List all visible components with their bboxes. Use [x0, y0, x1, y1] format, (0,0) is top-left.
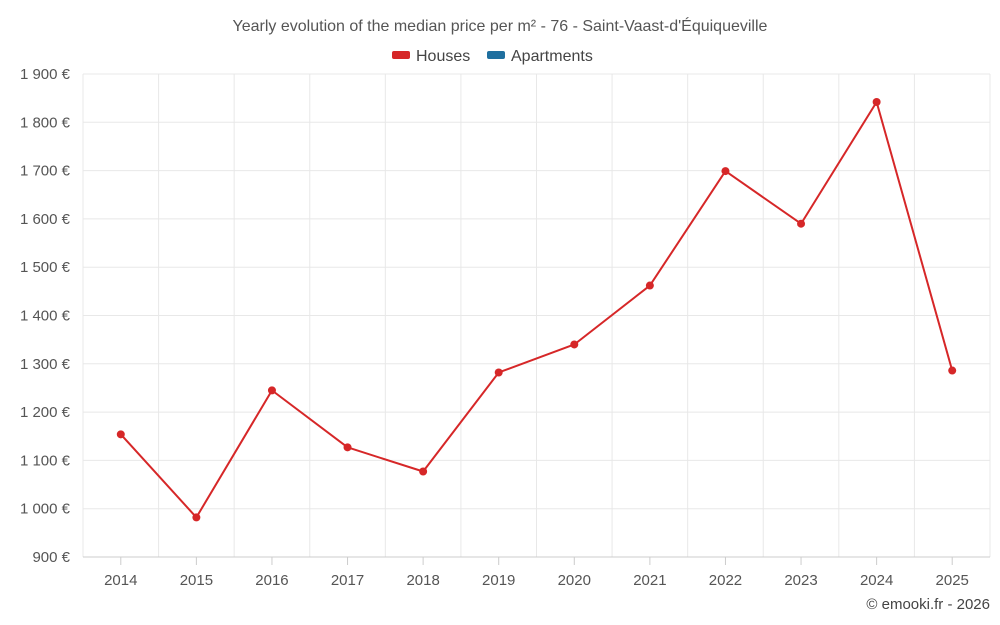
legend-label-houses: Houses [416, 48, 470, 65]
y-tick-label: 1 700 € [20, 163, 71, 180]
data-point-houses[interactable] [419, 467, 428, 476]
x-tick-label: 2024 [860, 572, 893, 589]
x-tick-label: 2020 [558, 572, 591, 589]
x-tick-label: 2019 [482, 572, 515, 589]
credit-text: © emooki.fr - 2026 [866, 596, 990, 613]
x-tick-label: 2014 [104, 572, 137, 589]
legend-item-apartments[interactable]: Apartments [487, 48, 593, 65]
x-tick-label: 2025 [936, 572, 969, 589]
y-tick-label: 1 100 € [20, 452, 71, 469]
legend: Houses Apartments [392, 48, 593, 65]
y-tick-label: 1 400 € [20, 308, 71, 325]
legend-swatch-houses [392, 51, 410, 59]
x-tick-label: 2016 [255, 572, 288, 589]
x-tick-label: 2017 [331, 572, 364, 589]
x-axis: 2014 2015 2016 2017 2018 2019 2020 2021 2022 2023… [83, 556, 990, 589]
x-tick-label: 2023 [784, 572, 817, 589]
data-point-houses[interactable] [267, 386, 276, 395]
y-tick-label: 900 € [32, 549, 70, 566]
series-layer [116, 98, 957, 522]
y-tick-label: 1 900 € [20, 66, 71, 83]
y-tick-label: 1 600 € [20, 211, 71, 228]
x-tick-label: 2022 [709, 572, 742, 589]
y-tick-label: 1 200 € [20, 404, 71, 421]
legend-item-houses[interactable]: Houses [392, 48, 470, 65]
x-tick-label: 2021 [633, 572, 666, 589]
x-tick-label: 2015 [180, 572, 213, 589]
x-tick-label: 2018 [406, 572, 439, 589]
data-point-houses[interactable] [116, 430, 125, 439]
data-point-houses[interactable] [872, 98, 881, 107]
data-point-houses[interactable] [343, 443, 352, 452]
data-point-houses[interactable] [494, 368, 503, 377]
y-tick-label: 1 300 € [20, 356, 71, 373]
series-line-houses [119, 101, 954, 519]
legend-label-apartments: Apartments [511, 48, 593, 65]
legend-swatch-apartments [487, 51, 505, 59]
data-point-houses[interactable] [645, 281, 654, 290]
data-point-houses[interactable] [948, 366, 957, 375]
data-point-houses[interactable] [721, 167, 730, 176]
gridlines [82, 73, 991, 557]
y-axis: 900 € 1 000 € 1 100 € 1 200 € 1 300 € 1 400 €… [20, 66, 71, 566]
y-tick-label: 1 500 € [20, 259, 71, 276]
data-point-houses[interactable] [192, 513, 201, 522]
data-point-houses[interactable] [570, 340, 579, 349]
y-tick-label: 1 000 € [20, 501, 71, 518]
data-point-houses[interactable] [797, 219, 806, 228]
chart-title: Yearly evolution of the median price per… [233, 16, 768, 35]
y-tick-label: 1 800 € [20, 114, 71, 131]
